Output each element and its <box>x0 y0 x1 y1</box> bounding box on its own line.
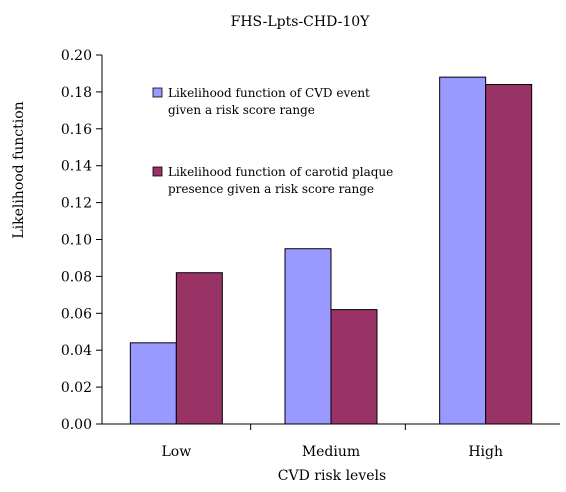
bar-medium-series-1 <box>284 248 332 425</box>
y-tick-label: 0.08 <box>61 269 92 285</box>
y-tick-label: 0.00 <box>61 417 92 433</box>
bar-medium-series-2 <box>330 309 378 425</box>
y-tick-label: 0.14 <box>61 159 92 175</box>
x-tick-label-high: High <box>468 444 503 460</box>
chart-title: FHS-Lpts-CHD-10Y <box>231 14 371 30</box>
legend-label-series-1: Likelihood function of CVD event given a … <box>168 86 370 117</box>
y-tick-label: 0.18 <box>61 85 92 101</box>
x-tick-label-low: Low <box>161 444 191 460</box>
y-tick-label: 0.20 <box>61 48 92 64</box>
y-tick-label: 0.12 <box>61 196 92 212</box>
bar-low-series-1 <box>129 342 177 425</box>
y-tick-label: 0.16 <box>61 122 92 138</box>
y-tick-label: 0.10 <box>61 233 92 249</box>
y-tick-label: 0.06 <box>61 306 92 322</box>
legend-swatch-series-2 <box>152 166 163 177</box>
y-tick-label: 0.02 <box>61 380 92 396</box>
bar-high-series-1 <box>439 76 487 425</box>
y-tick-label: 0.04 <box>61 343 92 359</box>
bar-high-series-2 <box>485 84 533 425</box>
legend-label-series-2: Likelihood function of carotid plaque pre… <box>168 165 393 196</box>
legend-swatch-series-1 <box>152 87 163 98</box>
x-tick-label-medium: Medium <box>302 444 360 460</box>
bar-low-series-2 <box>175 272 223 425</box>
y-axis-label: Likelihood function <box>11 101 27 238</box>
x-axis-label: CVD risk levels <box>278 468 386 484</box>
